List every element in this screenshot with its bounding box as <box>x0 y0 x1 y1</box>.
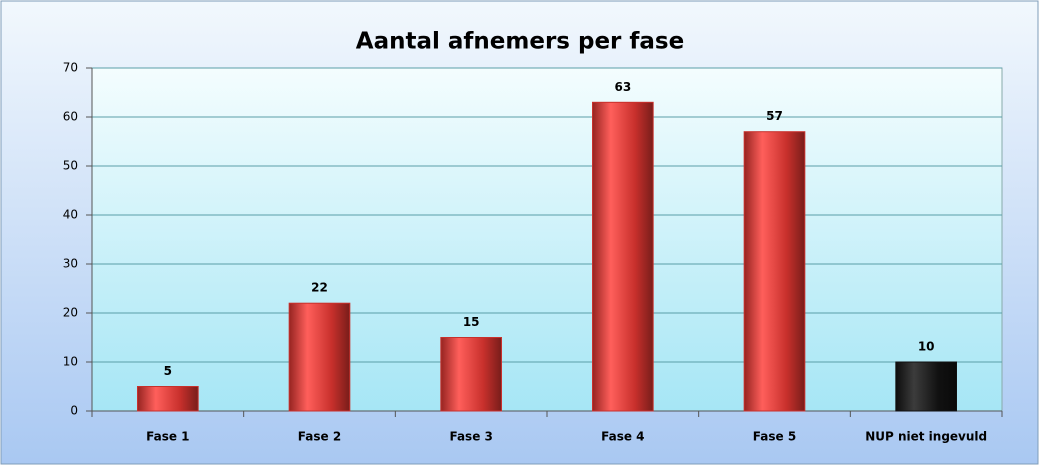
bar <box>137 386 199 412</box>
x-tick-label: NUP niet ingevuld <box>865 430 987 444</box>
data-label: 15 <box>463 315 480 329</box>
data-label: 57 <box>766 109 783 123</box>
bar <box>440 337 503 412</box>
y-tick-label: 60 <box>63 110 78 124</box>
x-tick-label: Fase 1 <box>146 430 189 444</box>
bar <box>743 131 806 412</box>
x-tick-label: Fase 2 <box>298 430 341 444</box>
y-tick-label: 0 <box>70 404 78 418</box>
y-tick-label: 30 <box>63 257 78 271</box>
bar <box>592 101 654 412</box>
data-label: 63 <box>614 80 631 94</box>
x-tick-label: Fase 4 <box>601 430 644 444</box>
data-label: 5 <box>164 364 172 378</box>
x-tick-label: Fase 5 <box>753 430 796 444</box>
chart-title: Aantal afnemers per fase <box>356 29 684 55</box>
y-tick-label: 70 <box>63 61 78 75</box>
data-label: 10 <box>918 340 935 354</box>
y-tick-label: 50 <box>63 159 78 173</box>
plot-area <box>91 67 1003 412</box>
bar <box>288 302 351 412</box>
y-tick-label: 40 <box>63 208 78 222</box>
x-tick-label: Fase 3 <box>449 430 492 444</box>
y-tick-label: 10 <box>63 355 78 369</box>
data-label: 22 <box>311 281 328 295</box>
y-tick-label: 20 <box>63 306 78 320</box>
bar <box>895 361 957 412</box>
